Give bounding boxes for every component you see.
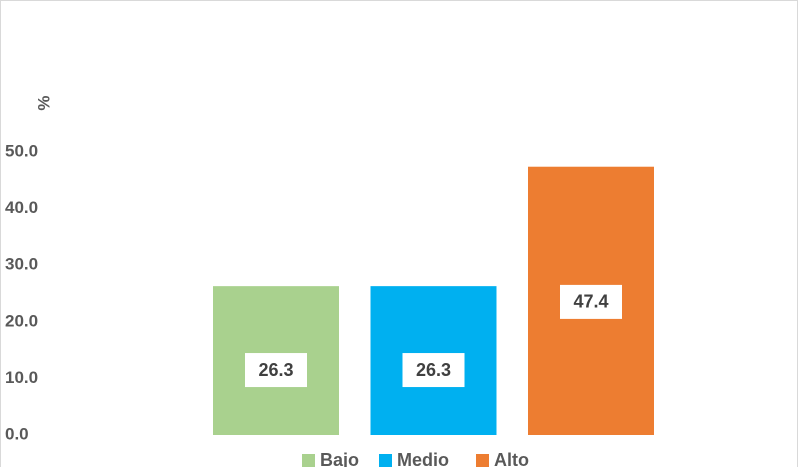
- y-tick-label: 40.0: [5, 198, 38, 217]
- y-tick-label: 10.0: [5, 368, 38, 387]
- y-tick-label: 30.0: [5, 255, 38, 274]
- data-label: 26.3: [416, 360, 451, 380]
- data-label-box: [402, 353, 465, 388]
- data-label: 26.3: [258, 360, 293, 380]
- data-label-box: [560, 284, 622, 319]
- data-label-box: [245, 353, 307, 388]
- legend-swatch: [379, 454, 392, 467]
- legend-label: Bajo: [320, 450, 359, 467]
- y-tick-label: 50.0: [5, 141, 38, 160]
- legend-label: Alto: [494, 450, 529, 467]
- y-tick-label: 20.0: [5, 311, 38, 330]
- y-axis-label: %: [34, 95, 53, 110]
- y-tick-label: 0.0: [5, 424, 29, 443]
- legend-swatch: [302, 454, 315, 467]
- legend-label: Medio: [397, 450, 449, 467]
- data-label: 47.4: [573, 292, 608, 312]
- legend-swatch: [476, 454, 489, 467]
